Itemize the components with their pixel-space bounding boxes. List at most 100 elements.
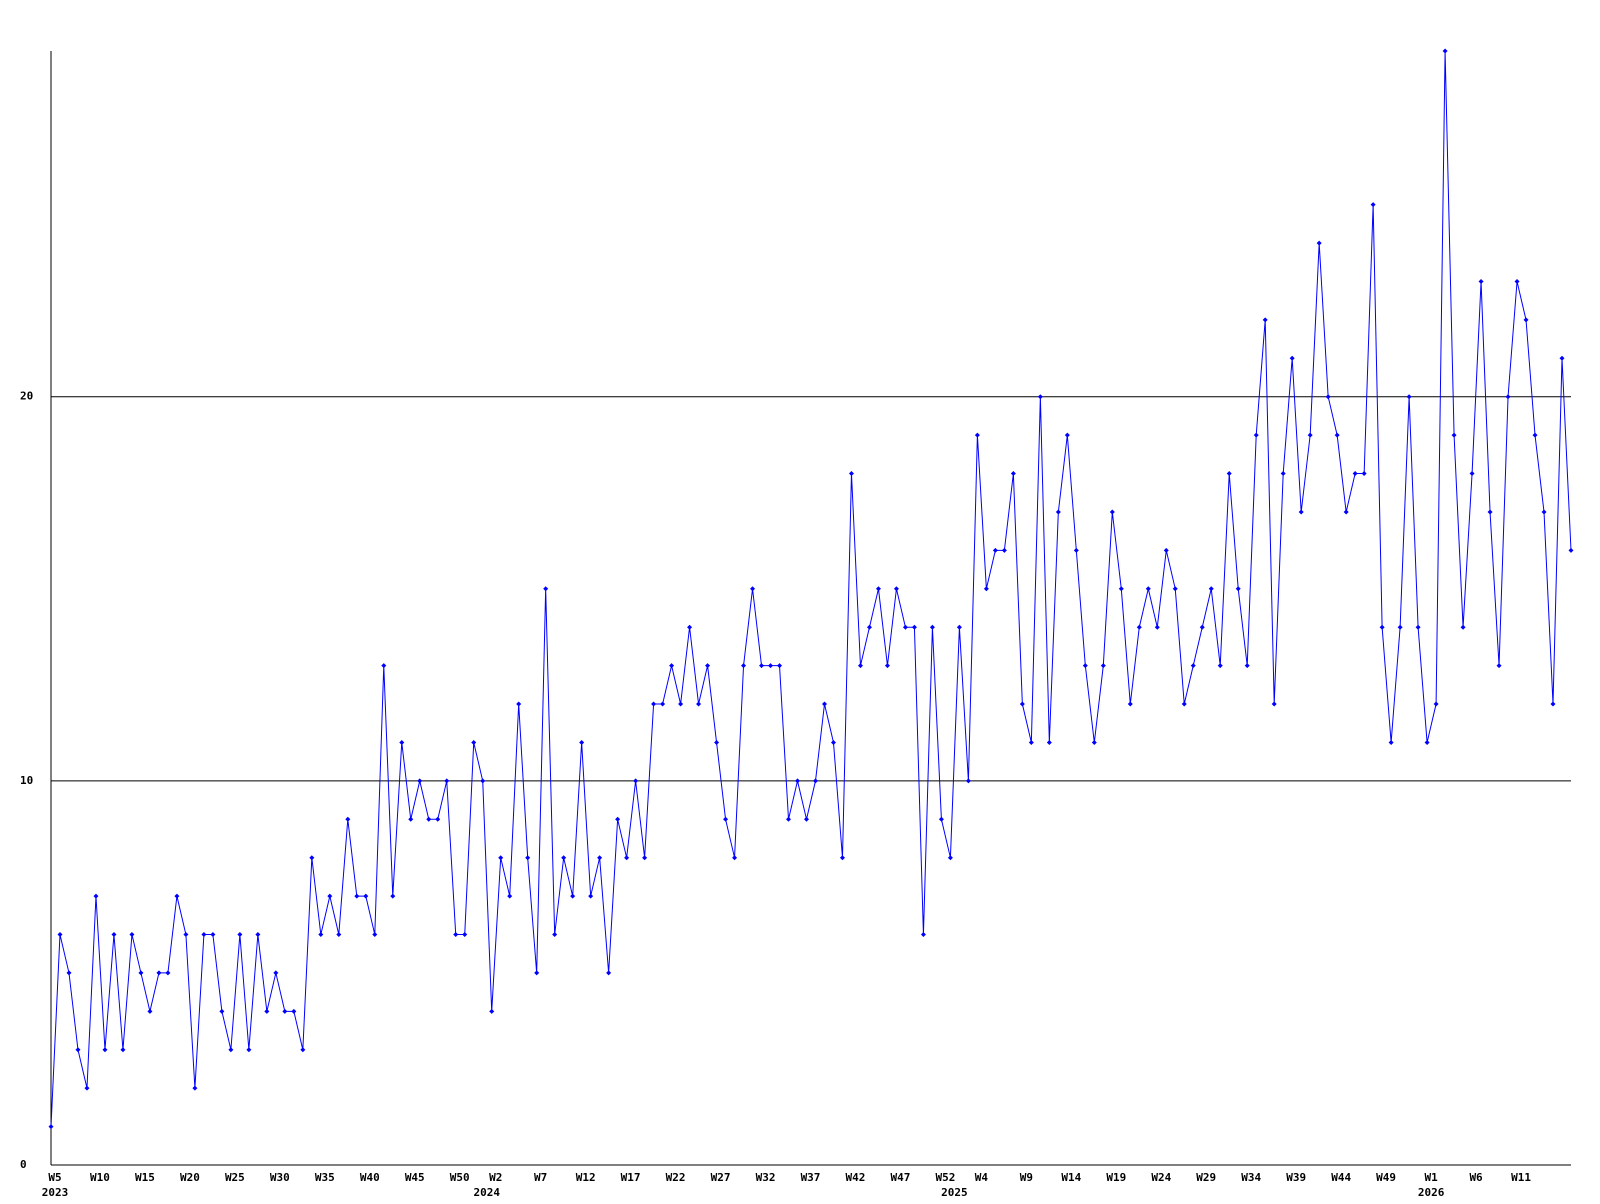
x-tick-label: W30 [270, 1171, 290, 1184]
data-point [615, 816, 621, 822]
data-point [435, 816, 441, 822]
data-point [102, 1047, 108, 1053]
x-tick-label: W19 [1106, 1171, 1126, 1184]
data-point [345, 816, 351, 822]
data-point [1559, 355, 1565, 361]
data-point [1415, 624, 1421, 630]
x-tick-label: W15 [135, 1171, 155, 1184]
data-point [588, 893, 594, 899]
data-point [1037, 394, 1043, 400]
data-point [1046, 739, 1052, 745]
data-point [165, 970, 171, 976]
data-point [1370, 202, 1376, 208]
data-point [848, 471, 854, 477]
data-point [1217, 663, 1223, 669]
data-point [237, 932, 243, 938]
data-point [219, 1008, 225, 1014]
data-point [1379, 624, 1385, 630]
data-point [839, 855, 845, 861]
data-point [741, 663, 747, 669]
data-point [911, 624, 917, 630]
data-point [1424, 739, 1430, 745]
data-point [759, 663, 765, 669]
data-point [687, 624, 693, 630]
data-point [1487, 509, 1493, 515]
data-point [201, 932, 207, 938]
data-point [552, 932, 558, 938]
data-point [642, 855, 648, 861]
data-point [300, 1047, 306, 1053]
data-point [1316, 240, 1322, 246]
x-tick-label: W10 [90, 1171, 110, 1184]
data-point [866, 624, 872, 630]
data-point [336, 932, 342, 938]
data-point [974, 432, 980, 438]
data-point [884, 663, 890, 669]
x-tick-label: W24 [1151, 1171, 1171, 1184]
x-year-label: 2026 [1418, 1186, 1445, 1199]
x-tick-label: W49 [1376, 1171, 1396, 1184]
data-point [875, 586, 881, 592]
data-point [938, 816, 944, 822]
data-point [1262, 317, 1268, 323]
data-point [1388, 739, 1394, 745]
data-point [804, 816, 810, 822]
data-point [1019, 701, 1025, 707]
data-point [947, 855, 953, 861]
data-point [1541, 509, 1547, 515]
x-tick-label: W25 [225, 1171, 245, 1184]
data-point [1550, 701, 1556, 707]
data-point [363, 893, 369, 899]
data-point [570, 893, 576, 899]
data-point [192, 1085, 198, 1091]
data-point [1118, 586, 1124, 592]
data-point [1073, 547, 1079, 553]
data-point [1523, 317, 1529, 323]
data-point [723, 816, 729, 822]
data-point [309, 855, 315, 861]
x-tick-label: W7 [534, 1171, 547, 1184]
data-point [902, 624, 908, 630]
data-point [579, 739, 585, 745]
data-point [1532, 432, 1538, 438]
data-point [633, 778, 639, 784]
data-point [183, 932, 189, 938]
series-line [50, 50, 1572, 1127]
data-point [444, 778, 450, 784]
data-point [1253, 432, 1259, 438]
data-point [1298, 509, 1304, 515]
data-point [1055, 509, 1061, 515]
data-point [534, 970, 540, 976]
x-tick-label: W37 [801, 1171, 821, 1184]
data-point [1163, 547, 1169, 553]
x-tick-label: W22 [666, 1171, 686, 1184]
data-point [1478, 278, 1484, 284]
data-point [489, 1008, 495, 1014]
data-point [291, 1008, 297, 1014]
data-point [525, 855, 531, 861]
data-point [678, 701, 684, 707]
data-point [471, 739, 477, 745]
data-point [1154, 624, 1160, 630]
data-point [1091, 739, 1097, 745]
data-point [399, 739, 405, 745]
data-point [929, 624, 935, 630]
data-point [516, 701, 522, 707]
data-point [1028, 739, 1034, 745]
x-year-label: 2023 [42, 1186, 69, 1199]
data-point [1280, 471, 1286, 477]
data-point [120, 1047, 126, 1053]
data-point [111, 932, 117, 938]
data-point [830, 739, 836, 745]
x-tick-label: W2 [489, 1171, 502, 1184]
x-tick-label: W40 [360, 1171, 380, 1184]
x-tick-label: W5 [48, 1171, 61, 1184]
data-point [1100, 663, 1106, 669]
data-point [1469, 471, 1475, 477]
data-point [1397, 624, 1403, 630]
data-point [210, 932, 216, 938]
data-point [821, 701, 827, 707]
x-tick-label: W12 [576, 1171, 596, 1184]
x-tick-label: W1 [1424, 1171, 1438, 1184]
